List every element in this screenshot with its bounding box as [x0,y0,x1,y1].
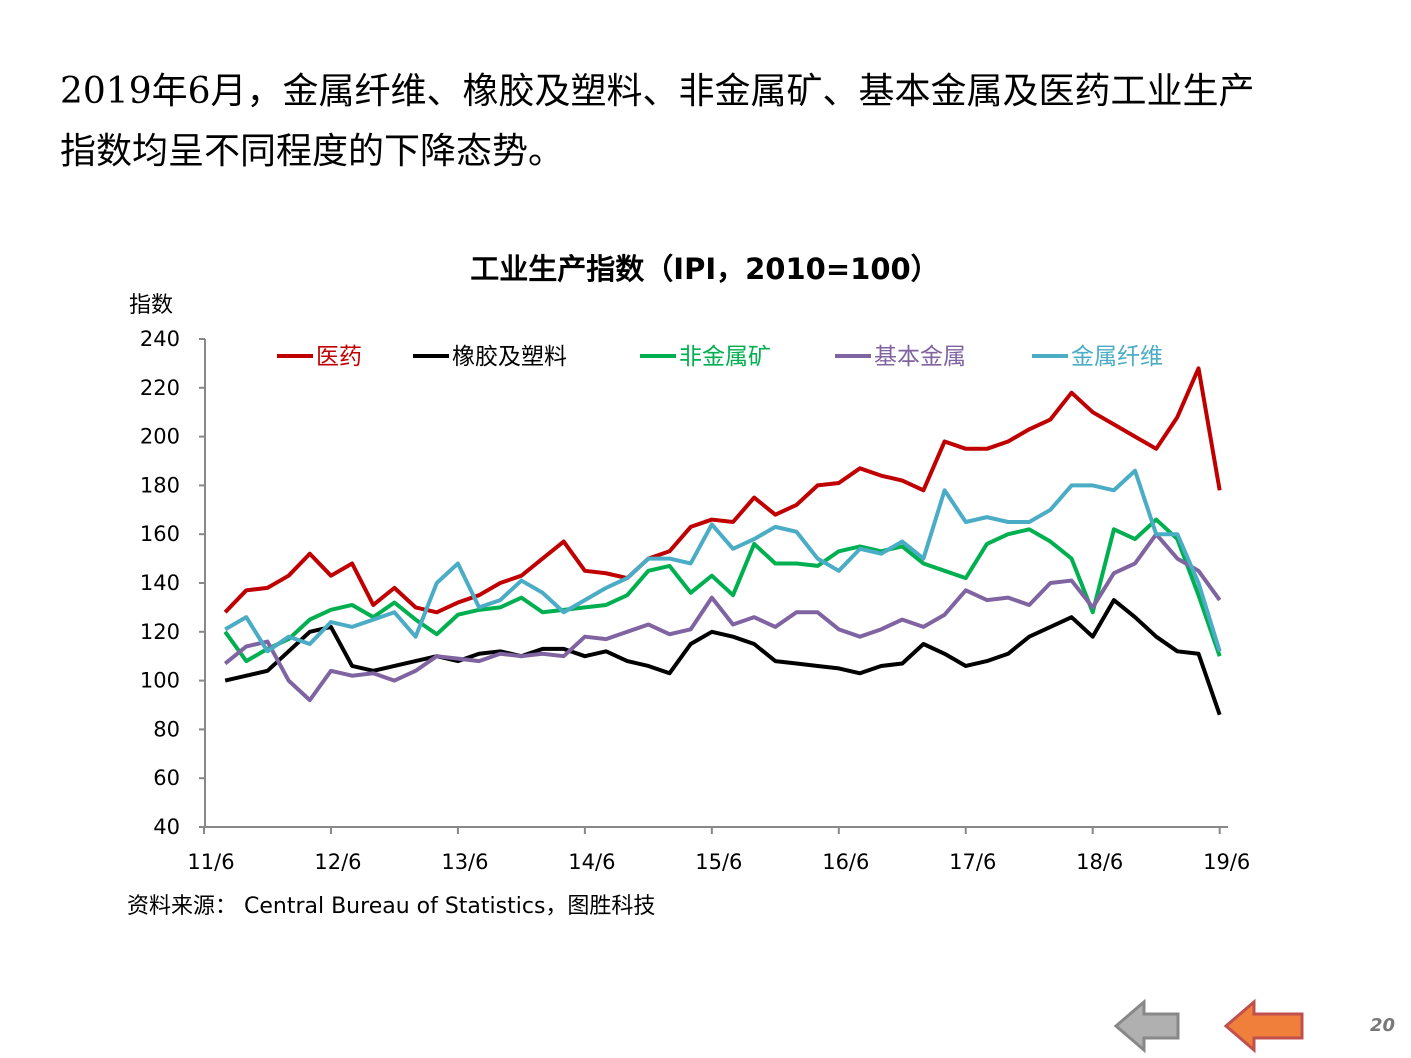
chart-title: 工业生产指数（IPI，2010=100） [470,252,939,286]
y-tick-label: 220 [140,376,180,400]
series-line-0 [223,366,1222,615]
y-tick-label: 180 [140,473,180,497]
series-line-2 [223,517,1222,664]
y-tick-label: 240 [140,327,180,351]
legend-label: 基本金属 [874,344,966,370]
next-slide-button[interactable] [1222,998,1308,1054]
left-arrow-icon [1113,998,1180,1054]
heading-line-2: 指数均呈不同程度的下降态势。 [60,131,565,172]
heading-line-1: 2019年6月，金属纤维、橡胶及塑料、非金属矿、基本金属及医药工业生产 [60,71,1255,112]
y-tick-label: 100 [140,669,180,693]
series-line-3 [223,532,1222,703]
legend-label: 橡胶及塑料 [452,344,567,370]
page-number: 20 [1370,1015,1396,1036]
y-tick-label: 80 [153,717,180,741]
legend-label: 医药 [316,344,362,370]
left-arrow-icon [1223,998,1304,1054]
y-tick-label: 40 [153,815,180,839]
x-tick-label: 17/6 [949,850,996,874]
x-tick-label: 11/6 [187,850,234,874]
x-tick-label: 14/6 [568,850,615,874]
legend-label: 金属纤维 [1071,344,1163,370]
x-tick-label: 19/6 [1203,850,1250,874]
x-tick-label: 15/6 [695,850,742,874]
legend-label: 非金属矿 [679,344,771,370]
x-tick-label: 16/6 [822,850,869,874]
y-tick-label: 140 [140,571,180,595]
y-tick-label: 60 [153,766,180,790]
prev-slide-button[interactable] [1112,998,1184,1054]
y-tick-label: 200 [140,425,180,449]
y-tick-label: 160 [140,522,180,546]
x-tick-label: 13/6 [441,850,488,874]
source-note: 资料来源： Central Bureau of Statistics，图胜科技 [127,894,656,919]
series-line-4 [224,468,1222,654]
x-tick-label: 18/6 [1076,850,1123,874]
y-tick-label: 120 [140,620,180,644]
y-axis-label: 指数 [129,293,173,318]
x-tick-label: 12/6 [314,850,361,874]
series-line-1 [224,598,1222,716]
